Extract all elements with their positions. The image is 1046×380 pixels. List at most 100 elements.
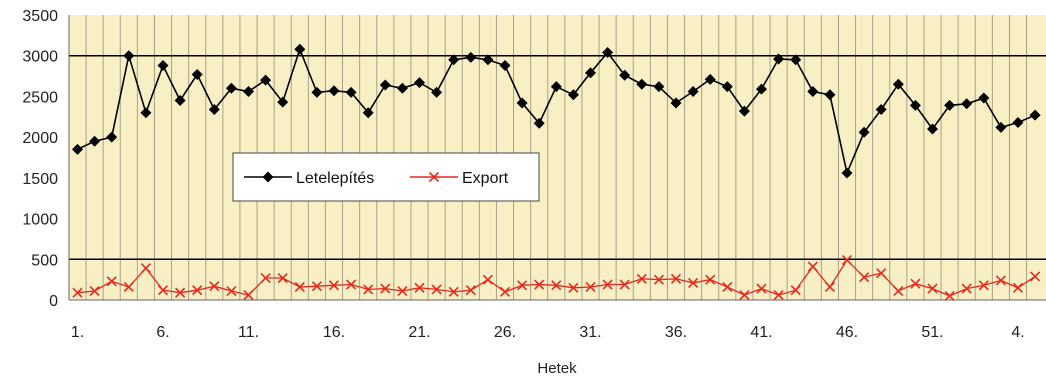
marker-stroke <box>893 285 904 297</box>
data-point <box>653 274 664 285</box>
y-tick-label: 3000 <box>22 49 58 66</box>
marker-stroke <box>294 281 305 293</box>
data-point <box>550 81 562 93</box>
marker-stroke <box>653 274 664 285</box>
data-point <box>721 81 733 93</box>
marker-stroke <box>397 285 408 297</box>
data-point <box>1030 271 1041 282</box>
data-point <box>465 51 477 63</box>
marker-stroke <box>482 274 493 285</box>
marker-stroke <box>175 287 186 298</box>
marker-stroke <box>961 283 972 294</box>
marker-stroke <box>123 281 134 293</box>
data-point <box>363 284 374 295</box>
data-point <box>893 285 904 297</box>
marker-stroke <box>380 283 391 294</box>
data-point <box>448 54 460 66</box>
marker-stroke <box>140 263 151 274</box>
data-point <box>89 135 101 147</box>
data-point <box>482 274 493 285</box>
marker-stroke <box>89 285 100 297</box>
y-tick-label: 2000 <box>22 130 58 147</box>
x-tick-label: 51. <box>921 324 943 341</box>
marker-stroke <box>739 290 750 301</box>
x-axis-title: Hetek <box>537 360 577 377</box>
y-tick-labels: 0 500 1000 1500 2000 2500 3000 3500 <box>22 8 58 310</box>
data-point <box>636 273 647 284</box>
data-point <box>756 83 767 95</box>
data-point <box>414 77 425 89</box>
x-tick-label: 36. <box>665 324 687 341</box>
data-point <box>790 285 801 296</box>
data-point <box>585 281 596 293</box>
data-point <box>346 279 357 290</box>
marker-stroke <box>978 280 989 291</box>
x-tick-label: 6. <box>156 324 169 341</box>
data-point <box>1029 109 1041 121</box>
x-tick-label: 21. <box>408 324 430 341</box>
data-point <box>516 97 528 109</box>
data-point <box>841 255 853 266</box>
marker-stroke <box>619 279 630 290</box>
marker-stroke <box>585 281 596 293</box>
data-point <box>72 143 83 155</box>
legend-marker <box>428 171 440 183</box>
data-point <box>551 280 562 291</box>
marker-stroke <box>824 281 835 293</box>
data-point <box>208 103 220 115</box>
data-point <box>739 290 750 301</box>
data-point <box>1012 282 1024 293</box>
data-point <box>226 285 237 297</box>
data-point <box>978 280 989 291</box>
data-point <box>568 282 579 293</box>
data-point <box>123 50 135 62</box>
marker-stroke <box>428 171 440 183</box>
data-point <box>243 290 254 301</box>
data-point <box>807 261 818 272</box>
data-point <box>1012 116 1024 128</box>
data-point <box>311 281 322 292</box>
marker-stroke <box>636 273 647 284</box>
data-point <box>978 92 990 104</box>
marker-stroke <box>72 287 83 298</box>
data-point <box>192 285 203 296</box>
x-tick-label: 4. <box>1011 324 1024 341</box>
data-point <box>961 98 973 110</box>
marker-stroke <box>790 285 801 296</box>
data-point <box>875 103 887 115</box>
data-point <box>961 283 972 294</box>
data-point <box>705 274 716 285</box>
x-tick-labels: 1. 6. 11. 16. 21. 26. 31. 36. 41. 46. 51. 4. <box>71 324 1025 341</box>
marker-stroke <box>807 261 818 272</box>
reference-lines <box>69 54 1046 261</box>
marker-stroke <box>209 281 220 292</box>
data-point <box>944 290 955 301</box>
data-point <box>756 283 767 294</box>
data-point <box>602 279 613 290</box>
data-point <box>927 283 938 294</box>
x-tick-label: 16. <box>323 324 345 341</box>
data-point <box>106 276 117 287</box>
data-point <box>858 126 870 138</box>
data-point <box>72 287 83 298</box>
data-point <box>995 121 1007 133</box>
marker-stroke <box>927 283 938 294</box>
marker-stroke <box>551 280 562 291</box>
data-point <box>482 54 494 66</box>
data-point <box>670 97 682 109</box>
data-point <box>209 281 220 292</box>
marker-stroke <box>311 281 322 292</box>
marker-stroke <box>859 272 870 283</box>
data-point <box>277 96 289 108</box>
data-point <box>431 86 443 98</box>
marker-stroke <box>995 275 1006 286</box>
data-point <box>688 277 699 288</box>
plot-area <box>69 15 1046 300</box>
data-point <box>534 279 545 290</box>
data-point <box>585 67 596 79</box>
series-1 <box>72 43 1041 179</box>
marker-stroke <box>517 280 528 291</box>
data-point <box>619 69 631 81</box>
marker-stroke <box>841 255 853 266</box>
data-point <box>499 59 511 71</box>
